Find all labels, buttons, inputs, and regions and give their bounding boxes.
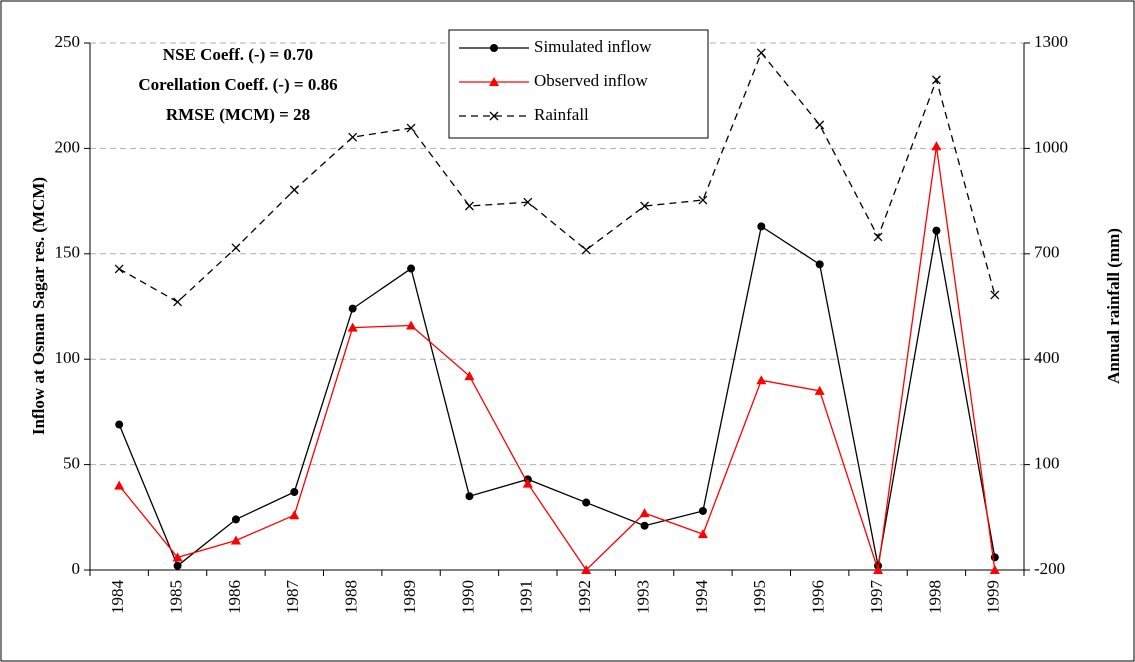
data-point: [698, 195, 708, 205]
y2-tick-label: 100: [1034, 454, 1060, 473]
data-point: [289, 510, 300, 520]
data-point: [873, 565, 884, 574]
data-point: [990, 290, 1000, 300]
data-point: [348, 132, 358, 142]
x-tick-label: 1985: [166, 580, 185, 614]
data-point: [640, 201, 650, 211]
legend-marker: [489, 77, 499, 86]
legend-marker: [490, 44, 498, 52]
annotation: Corellation Coeff. (-) = 0.86: [138, 75, 337, 94]
x-tick-label: 1992: [575, 580, 594, 614]
data-point: [348, 304, 357, 313]
data-point: [465, 492, 474, 501]
x-tick-label: 1987: [283, 580, 302, 615]
data-point: [581, 565, 592, 574]
data-point: [115, 420, 124, 429]
data-point: [697, 529, 708, 539]
series-line: [118, 146, 996, 572]
y-axis-label: Inflow at Osman Sagar res. (MCM): [29, 177, 48, 435]
data-point: [406, 320, 417, 330]
data-point: [231, 243, 241, 253]
x-tick-label: 1999: [984, 580, 1003, 614]
x-tick-label: 1988: [342, 580, 361, 614]
data-point: [114, 480, 125, 490]
data-point: [814, 385, 825, 395]
y2-axis-label: Annual rainfall (mm): [1104, 228, 1123, 384]
x-tick-label: 1984: [108, 580, 127, 615]
data-point: [173, 297, 183, 307]
data-point: [756, 48, 766, 58]
data-point: [522, 478, 533, 488]
data-point: [407, 264, 416, 273]
data-point: [990, 553, 999, 562]
data-point: [698, 506, 707, 515]
y-tick-label: 50: [63, 454, 80, 473]
data-point: [756, 375, 767, 385]
y2-tick-label: 400: [1034, 348, 1060, 367]
data-point: [815, 260, 824, 269]
y2-tick-label: 700: [1034, 243, 1060, 262]
data-point: [581, 245, 591, 255]
annotation: NSE Coeff. (-) = 0.70: [163, 45, 313, 64]
legend-label: Observed inflow: [534, 71, 649, 90]
legend-label: Rainfall: [534, 105, 589, 124]
data-point: [815, 120, 825, 130]
y2-tick-label: -200: [1034, 559, 1065, 578]
data-point: [172, 552, 183, 562]
data-point: [873, 232, 883, 242]
data-point: [114, 264, 124, 274]
data-point: [523, 197, 533, 207]
y-tick-label: 250: [55, 32, 81, 51]
x-tick-label: 1996: [809, 580, 828, 614]
x-tick-label: 1995: [750, 580, 769, 614]
data-point: [757, 222, 766, 231]
y-tick-label: 200: [55, 137, 81, 156]
data-point: [290, 488, 299, 497]
data-point: [464, 201, 474, 211]
data-point: [406, 123, 416, 133]
data-point: [640, 521, 649, 530]
series-line: [118, 225, 996, 567]
x-tick-label: 1986: [225, 580, 244, 614]
data-point: [931, 75, 941, 85]
x-tick-label: 1991: [517, 580, 536, 614]
data-point: [931, 141, 942, 151]
x-tick-label: 1997: [867, 580, 886, 615]
y-tick-label: 0: [72, 559, 81, 578]
data-point: [464, 371, 475, 381]
y-tick-label: 100: [55, 348, 81, 367]
x-tick-label: 1994: [692, 580, 711, 615]
x-tick-label: 1993: [633, 580, 652, 614]
y-tick-label: 150: [55, 243, 81, 262]
data-point: [230, 535, 241, 545]
data-point: [582, 498, 591, 507]
legend-label: Simulated inflow: [534, 37, 652, 56]
y2-tick-label: 1300: [1034, 32, 1068, 51]
data-point: [173, 561, 182, 570]
series-line: [118, 51, 996, 303]
legend-marker: [489, 111, 499, 121]
x-tick-label: 1990: [458, 580, 477, 614]
y2-tick-label: 1000: [1034, 137, 1068, 156]
data-point: [989, 565, 1000, 574]
data-point: [231, 515, 240, 524]
x-tick-label: 1998: [925, 580, 944, 614]
data-point: [639, 508, 650, 518]
data-point: [932, 226, 941, 235]
data-point: [347, 322, 358, 332]
data-point: [289, 185, 299, 195]
x-tick-label: 1989: [400, 580, 419, 614]
annotation: RMSE (MCM) = 28: [166, 105, 310, 124]
